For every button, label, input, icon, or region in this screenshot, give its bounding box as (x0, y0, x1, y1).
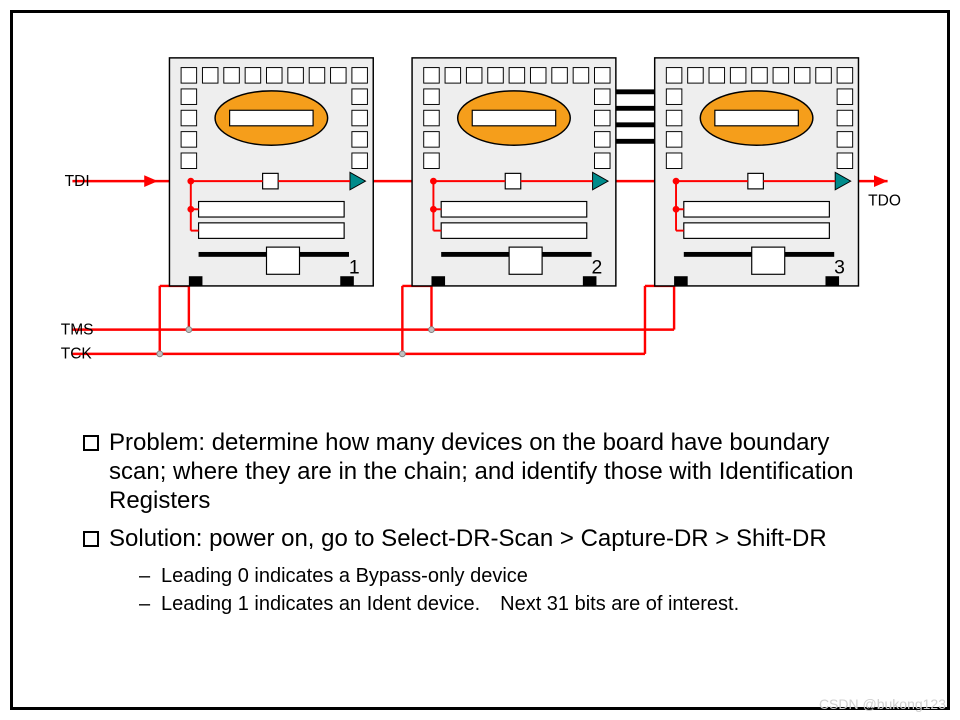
tdi-label: TDI (65, 173, 90, 190)
bullet-text: Problem: determine how many devices on t… (83, 423, 887, 620)
bullet-2-text: Solution: power on, go to Select-DR-Scan… (109, 525, 827, 554)
outer-frame: 1 (10, 10, 950, 710)
chip-3: 3 (655, 58, 859, 286)
bullet-2: Solution: power on, go to Select-DR-Scan… (83, 525, 887, 554)
square-bullet-icon (83, 531, 99, 547)
diagram-region: 1 (53, 33, 907, 403)
tms-label: TMS (61, 321, 94, 338)
chip-1: 1 (169, 58, 373, 286)
chip-number: 1 (349, 256, 360, 278)
bullet-1: Problem: determine how many devices on t… (83, 429, 887, 515)
tdo-label: TDO (868, 192, 901, 209)
chip-number: 3 (834, 256, 845, 278)
chip-2: 2 (412, 58, 616, 286)
chip-group: 1 (169, 58, 858, 286)
watermark: CSDN @bukong123 (819, 696, 946, 712)
sub-bullet-1: Leading 0 indicates a Bypass-only device (139, 564, 887, 588)
tms-tck-bus (72, 286, 674, 357)
sub-bullet-2: Leading 1 indicates an Ident device. Nex… (139, 592, 887, 616)
tck-label: TCK (61, 346, 93, 363)
sub-bullets: Leading 0 indicates a Bypass-only device… (139, 564, 887, 616)
chip-number: 2 (591, 256, 602, 278)
jtag-chain-diagram: 1 (53, 33, 907, 403)
bullet-1-text: Problem: determine how many devices on t… (109, 429, 887, 515)
square-bullet-icon (83, 435, 99, 451)
